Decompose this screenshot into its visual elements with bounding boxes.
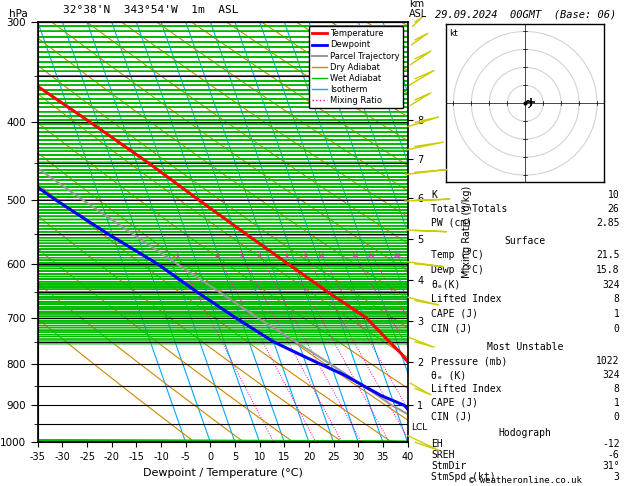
- Text: Lifted Index: Lifted Index: [431, 384, 501, 394]
- Text: hPa: hPa: [9, 9, 28, 19]
- Text: 1: 1: [175, 253, 179, 258]
- Text: CIN (J): CIN (J): [431, 412, 472, 422]
- Y-axis label: Mixing Ratio (g/kg): Mixing Ratio (g/kg): [462, 186, 472, 278]
- Text: CIN (J): CIN (J): [431, 324, 472, 333]
- Text: 15.8: 15.8: [596, 265, 620, 275]
- Text: 2: 2: [215, 253, 220, 258]
- Legend: Temperature, Dewpoint, Parcel Trajectory, Dry Adiabat, Wet Adiabat, Isotherm, Mi: Temperature, Dewpoint, Parcel Trajectory…: [309, 26, 403, 108]
- Text: 8: 8: [304, 253, 308, 258]
- Text: CAPE (J): CAPE (J): [431, 309, 478, 319]
- Text: 28: 28: [393, 253, 401, 258]
- Text: -12: -12: [602, 439, 620, 450]
- Text: 1022: 1022: [596, 356, 620, 366]
- Text: 6: 6: [284, 253, 288, 258]
- Text: 8: 8: [614, 384, 620, 394]
- Text: km
ASL: km ASL: [409, 0, 427, 19]
- Text: 3: 3: [240, 253, 244, 258]
- Text: Most Unstable: Most Unstable: [487, 342, 564, 352]
- Text: 324: 324: [602, 370, 620, 380]
- Text: StmSpd (kt): StmSpd (kt): [431, 472, 496, 482]
- Text: 21.5: 21.5: [596, 250, 620, 260]
- Text: θₑ (K): θₑ (K): [431, 370, 466, 380]
- Text: K: K: [431, 191, 437, 201]
- Text: θₑ(K): θₑ(K): [431, 279, 460, 290]
- Text: Temp (°C): Temp (°C): [431, 250, 484, 260]
- Text: kt: kt: [449, 29, 459, 38]
- Text: 0: 0: [614, 412, 620, 422]
- Text: 10: 10: [318, 253, 325, 258]
- Text: 20: 20: [368, 253, 376, 258]
- Text: 1: 1: [614, 398, 620, 408]
- Text: © weatheronline.co.uk: © weatheronline.co.uk: [469, 476, 582, 485]
- Text: StmDir: StmDir: [431, 461, 466, 471]
- Text: Lifted Index: Lifted Index: [431, 295, 501, 304]
- Text: 0: 0: [614, 324, 620, 333]
- Text: 26: 26: [608, 204, 620, 214]
- X-axis label: Dewpoint / Temperature (°C): Dewpoint / Temperature (°C): [143, 468, 303, 478]
- Text: 3: 3: [614, 472, 620, 482]
- Text: Pressure (mb): Pressure (mb): [431, 356, 507, 366]
- Text: CAPE (J): CAPE (J): [431, 398, 478, 408]
- Text: LCL: LCL: [411, 423, 428, 432]
- Text: 31°: 31°: [602, 461, 620, 471]
- Text: 8: 8: [614, 295, 620, 304]
- Text: Surface: Surface: [504, 236, 546, 246]
- Text: Hodograph: Hodograph: [499, 428, 552, 438]
- Text: PW (cm): PW (cm): [431, 218, 472, 227]
- Text: EH: EH: [431, 439, 443, 450]
- Text: 1: 1: [614, 309, 620, 319]
- Text: SREH: SREH: [431, 451, 454, 460]
- Text: 32°38'N  343°54'W  1m  ASL: 32°38'N 343°54'W 1m ASL: [63, 4, 238, 15]
- Text: 2.85: 2.85: [596, 218, 620, 227]
- Text: 10: 10: [608, 191, 620, 201]
- Text: -6: -6: [608, 451, 620, 460]
- Text: 29.09.2024  00GMT  (Base: 06): 29.09.2024 00GMT (Base: 06): [435, 9, 616, 19]
- Text: 16: 16: [351, 253, 359, 258]
- Text: Dewp (°C): Dewp (°C): [431, 265, 484, 275]
- Text: Totals Totals: Totals Totals: [431, 204, 507, 214]
- Text: 4: 4: [258, 253, 262, 258]
- Text: 324: 324: [602, 279, 620, 290]
